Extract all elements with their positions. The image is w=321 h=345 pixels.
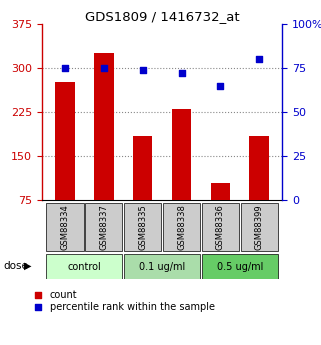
Bar bbox=[94, 53, 114, 200]
Bar bbox=[47, 254, 123, 279]
Bar bbox=[202, 254, 278, 279]
Bar bbox=[124, 254, 200, 279]
Point bbox=[63, 66, 68, 71]
Bar bbox=[85, 203, 123, 251]
Text: GSM88338: GSM88338 bbox=[177, 204, 186, 250]
Bar bbox=[249, 136, 269, 200]
Bar bbox=[211, 183, 230, 200]
Point bbox=[218, 83, 223, 89]
Bar bbox=[240, 203, 278, 251]
Text: control: control bbox=[67, 262, 101, 272]
Bar bbox=[172, 109, 191, 200]
Bar bbox=[55, 82, 75, 200]
Bar bbox=[124, 203, 161, 251]
Text: GSM88399: GSM88399 bbox=[255, 204, 264, 250]
Point bbox=[101, 66, 107, 71]
Bar bbox=[202, 203, 239, 251]
Bar bbox=[163, 203, 200, 251]
Bar bbox=[133, 136, 152, 200]
Title: GDS1809 / 1416732_at: GDS1809 / 1416732_at bbox=[85, 10, 239, 23]
Bar bbox=[47, 203, 84, 251]
Text: 0.1 ug/ml: 0.1 ug/ml bbox=[139, 262, 185, 272]
Point bbox=[256, 57, 262, 62]
Text: GSM88336: GSM88336 bbox=[216, 204, 225, 250]
Point bbox=[179, 71, 184, 76]
Text: 0.5 ug/ml: 0.5 ug/ml bbox=[217, 262, 263, 272]
Text: GSM88337: GSM88337 bbox=[100, 204, 108, 250]
Text: dose: dose bbox=[3, 261, 28, 270]
Text: GSM88335: GSM88335 bbox=[138, 204, 147, 250]
Text: GSM88334: GSM88334 bbox=[61, 204, 70, 250]
Legend: count, percentile rank within the sample: count, percentile rank within the sample bbox=[30, 286, 219, 316]
Point bbox=[140, 67, 145, 73]
Text: ▶: ▶ bbox=[24, 261, 31, 270]
